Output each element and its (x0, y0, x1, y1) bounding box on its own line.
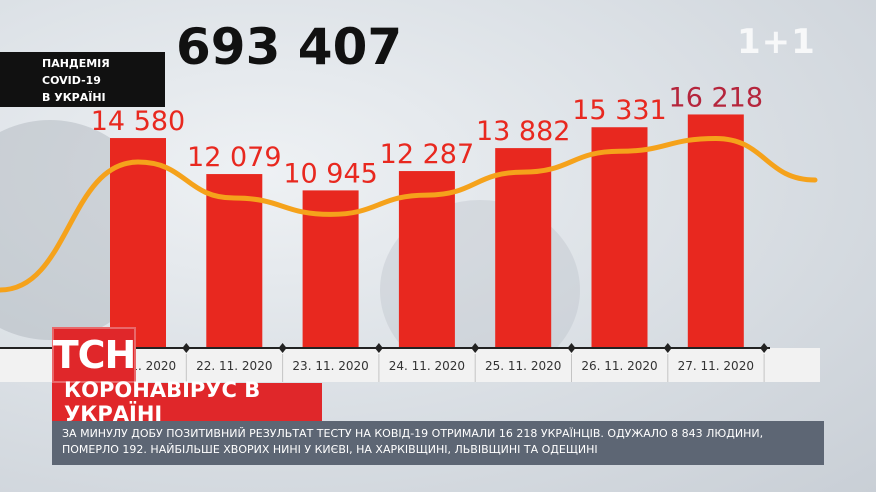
axis-tick (182, 343, 191, 353)
data-label: 12 079 (187, 142, 281, 173)
trend-line (0, 135, 818, 293)
data-label: 12 287 (380, 139, 474, 170)
x-tick-label: 23. 11. 2020 (292, 359, 368, 373)
headline: КОРОНАВІРУС В УКРАЇНІ (52, 378, 322, 426)
bar (687, 114, 744, 348)
x-tick-label: 27. 11. 2020 (678, 359, 754, 373)
axis-tick (278, 343, 287, 353)
x-tick-label: 25. 11. 2020 (485, 359, 561, 373)
date-strip (0, 348, 820, 382)
pandemic-tag: ПАНДЕМІЯ COVID-19 В УКРАЇНІ (0, 52, 165, 107)
tag-line: COVID-19 (42, 74, 101, 87)
data-label: 16 218 (669, 82, 763, 113)
data-label: 13 882 (476, 116, 570, 147)
axis-tick (471, 343, 480, 353)
bar (110, 138, 166, 348)
bar (398, 171, 455, 348)
data-label: 14 580 (91, 106, 185, 137)
axis-tick (760, 343, 769, 353)
axis-tick (374, 343, 383, 353)
bar (495, 148, 552, 348)
channel-logo: 1+1 (737, 22, 816, 62)
x-tick-label: 22. 11. 2020 (196, 359, 272, 373)
data-label: 15 331 (572, 95, 666, 126)
x-tick-label: 24. 11. 2020 (389, 359, 465, 373)
bar (206, 174, 263, 348)
data-label: 10 945 (283, 158, 377, 189)
axis-tick (567, 343, 576, 353)
axis-tick (663, 343, 672, 353)
news-ticker: ЗА МИНУЛУ ДОБУ ПОЗИТИВНИЙ РЕЗУЛЬТАТ ТЕСТ… (52, 421, 824, 465)
tag-line: В УКРАЇНІ (42, 91, 106, 104)
bar (591, 127, 648, 348)
total-cases: 693 407 (176, 18, 403, 76)
tsn-logo: ТСН (52, 327, 136, 383)
tag-line: ПАНДЕМІЯ (42, 57, 110, 70)
x-tick-label: 26. 11. 2020 (581, 359, 657, 373)
